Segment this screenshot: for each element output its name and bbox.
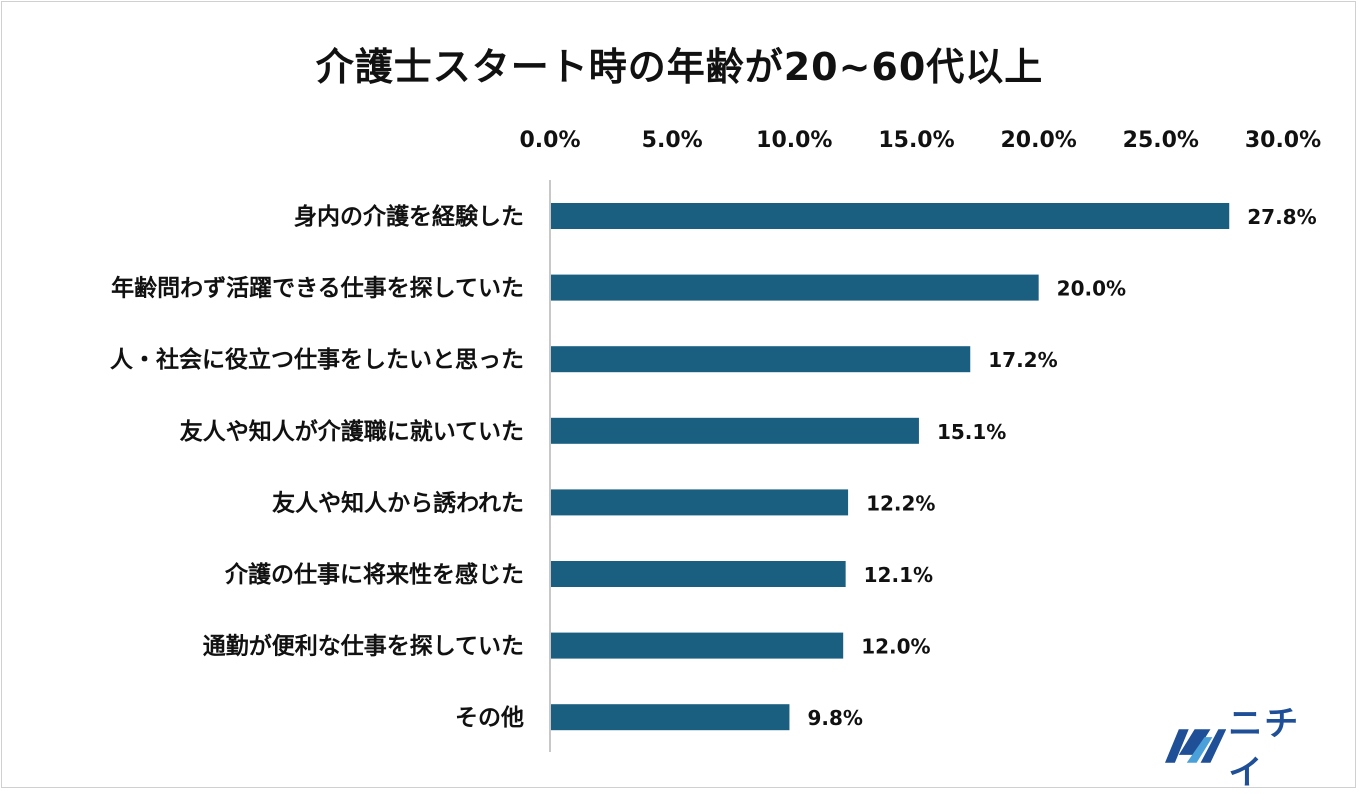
category-label: 友人や知人から誘われた — [272, 489, 524, 516]
bar — [551, 561, 846, 587]
data-label: 12.1% — [864, 563, 933, 587]
bar — [551, 489, 849, 516]
bars — [551, 203, 1230, 731]
x-axis-ticks: 0.0% 5.0% 10.0% 15.0% 20.0% 25.0% 30.0% — [519, 128, 1321, 153]
bar — [551, 417, 919, 444]
category-label: 通勤が便利な仕事を探していた — [203, 633, 524, 660]
data-labels: 27.8% 20.0% 17.2% 15.1% 12.2% 12.1% 12.0% 9.8% — [807, 205, 1316, 730]
x-tick-label: 5.0% — [642, 128, 703, 153]
data-label: 17.2% — [988, 348, 1057, 372]
x-tick-label: 15.0% — [878, 128, 954, 153]
x-tick-label: 10.0% — [756, 128, 832, 153]
x-tick-label: 30.0% — [1245, 128, 1321, 153]
nichii-logo-icon — [1165, 729, 1227, 763]
category-label: 身内の介護を経験した — [294, 203, 524, 230]
bar — [551, 346, 971, 373]
category-label: その他 — [455, 705, 524, 731]
category-labels: 身内の介護を経験した年齢問わず活躍できる仕事を探していた人・社会に役立つ仕事をし… — [110, 203, 524, 731]
logo-text: ニチイ — [1228, 704, 1301, 793]
x-tick-label: 25.0% — [1123, 128, 1199, 153]
category-label: 年齢問わず活躍できる仕事を探していた — [111, 275, 524, 302]
data-label: 20.0% — [1057, 277, 1126, 301]
x-tick-label: 20.0% — [1001, 128, 1077, 153]
chart-title: 介護士スタート時の年齢が20~60代以上 — [315, 45, 1044, 89]
data-label: 27.8% — [1247, 205, 1316, 229]
data-label: 9.8% — [807, 706, 862, 730]
data-label: 12.2% — [866, 491, 935, 515]
bar — [551, 632, 844, 659]
bar — [551, 274, 1039, 301]
bar — [551, 203, 1230, 229]
category-label: 友人や知人が介護職に就いていた — [180, 418, 524, 445]
nichii-logo: ニチイ — [1165, 704, 1335, 793]
x-tick-label: 0.0% — [519, 128, 580, 153]
category-label: 人・社会に役立つ仕事をしたいと思った — [110, 346, 524, 373]
bar — [551, 704, 790, 731]
category-label: 介護の仕事に将来性を感じた — [224, 561, 524, 588]
data-label: 15.1% — [937, 420, 1006, 444]
data-label: 12.0% — [861, 635, 930, 659]
